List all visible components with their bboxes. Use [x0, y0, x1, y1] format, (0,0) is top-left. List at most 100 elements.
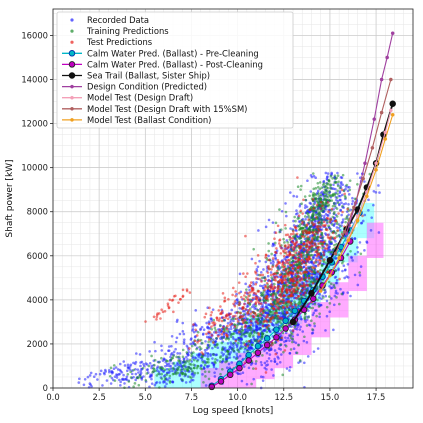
- scatter-point: [291, 280, 295, 283]
- scatter-point: [302, 248, 306, 252]
- series-marker: [282, 317, 289, 325]
- scatter-point: [207, 358, 210, 361]
- scatter-point: [318, 315, 321, 319]
- scatter-point: [367, 198, 370, 202]
- scatter-point: [309, 253, 313, 257]
- scatter-point: [118, 368, 122, 372]
- scatter-point: [316, 213, 320, 216]
- scatter-point: [259, 314, 262, 317]
- scatter-point: [254, 302, 258, 305]
- scatter-point: [240, 335, 243, 339]
- scatter-point: [330, 286, 334, 290]
- legend-label: Calm Water Pred. (Ballast) - Post-Cleani…: [87, 59, 263, 69]
- legend-entry: Model Test (Design Draft): [62, 93, 193, 103]
- scatter-point: [301, 288, 304, 292]
- legend-entry: Recorded Data: [70, 15, 149, 25]
- scatter-point: [181, 378, 184, 382]
- scatter-point: [201, 373, 204, 376]
- scatter-point: [278, 238, 282, 242]
- scatter-point: [247, 301, 250, 305]
- scatter-point: [96, 378, 99, 381]
- scatter-point: [325, 192, 329, 196]
- scatter-point: [356, 182, 359, 186]
- scatter-point: [153, 383, 157, 387]
- scatter-point: [267, 218, 271, 222]
- scatter-point: [311, 213, 314, 217]
- scatter-point: [317, 305, 321, 308]
- scatter-point: [311, 172, 315, 175]
- density-block: [329, 282, 349, 318]
- scatter-point: [307, 309, 310, 312]
- series-marker: [310, 295, 317, 303]
- scatter-point: [311, 198, 315, 201]
- scatter-point: [377, 184, 380, 187]
- scatter-point: [225, 355, 229, 359]
- scatter-point: [293, 300, 296, 304]
- scatter-point: [297, 343, 300, 347]
- scatter-point: [179, 368, 182, 372]
- scatter-point: [241, 319, 244, 322]
- scatter-point: [259, 320, 263, 323]
- scatter-point: [278, 311, 281, 315]
- scatter-point: [258, 297, 262, 300]
- legend-marker: [70, 29, 74, 33]
- scatter-point: [243, 332, 246, 336]
- scatter-point: [215, 318, 219, 322]
- scatter-point: [274, 292, 278, 295]
- scatter-point: [269, 261, 273, 265]
- scatter-point: [250, 305, 254, 309]
- scatter-point: [212, 341, 215, 344]
- scatter-point: [290, 332, 294, 336]
- scatter-point: [322, 206, 326, 210]
- scatter-point: [289, 293, 293, 296]
- scatter-point: [92, 375, 96, 379]
- scatter-point: [315, 199, 319, 203]
- scatter-point: [338, 186, 342, 190]
- scatter-point: [319, 191, 323, 195]
- scatter-point: [210, 325, 213, 328]
- scatter-point: [304, 266, 308, 270]
- scatter-point: [313, 248, 316, 252]
- scatter-point: [249, 323, 253, 327]
- scatter-point: [229, 341, 233, 344]
- scatter-point: [289, 227, 292, 230]
- scatter-point: [274, 257, 278, 261]
- series-marker: [273, 326, 280, 333]
- scatter-point: [319, 200, 323, 204]
- scatter-point: [254, 282, 258, 286]
- scatter-point: [123, 382, 126, 385]
- scatter-point: [320, 264, 324, 267]
- scatter-point: [137, 371, 140, 374]
- scatter-point: [289, 243, 292, 247]
- scatter-point: [243, 350, 246, 354]
- scatter-point: [164, 352, 167, 356]
- scatter-point: [184, 369, 187, 373]
- scatter-point: [109, 366, 113, 370]
- legend-entry: Test Predictions: [70, 37, 152, 47]
- legend-label: Test Predictions: [86, 37, 152, 47]
- scatter-point: [226, 324, 229, 328]
- scatter-point: [206, 325, 210, 329]
- scatter-point: [316, 245, 320, 249]
- scatter-point: [322, 220, 326, 224]
- scatter-point: [267, 268, 271, 271]
- scatter-point: [235, 345, 239, 349]
- scatter-point: [181, 348, 185, 352]
- scatter-point: [261, 324, 265, 328]
- scatter-point: [307, 276, 311, 280]
- series-marker: [263, 335, 271, 342]
- scatter-point: [283, 294, 287, 298]
- scatter-point: [161, 310, 165, 314]
- scatter-point: [296, 274, 300, 278]
- scatter-point: [160, 377, 164, 380]
- scatter-point: [314, 197, 318, 200]
- scatter-point: [257, 301, 261, 305]
- scatter-point: [200, 355, 204, 359]
- scatter-point: [240, 342, 243, 345]
- scatter-point: [305, 288, 309, 291]
- scatter-point: [206, 355, 210, 358]
- scatter-point: [213, 326, 217, 330]
- scatter-point: [113, 379, 117, 383]
- legend-marker: [68, 50, 76, 57]
- scatter-point: [372, 203, 375, 207]
